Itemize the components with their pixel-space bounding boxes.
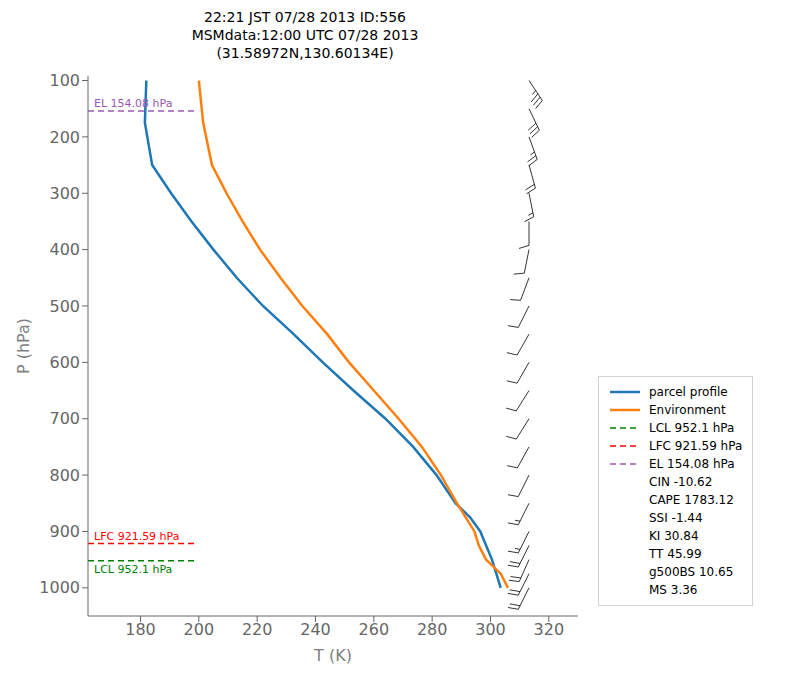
svg-text:240: 240	[300, 620, 331, 639]
svg-text:600: 600	[49, 353, 80, 372]
svg-text:300: 300	[49, 184, 80, 203]
html-text:LCL 952.1 hPa: LCL 952.1 hPa	[649, 421, 735, 435]
html-text:LFC 921.59 hPa: LFC 921.59 hPa	[649, 439, 743, 453]
svg-text:1000: 1000	[39, 578, 80, 597]
html-text:EL 154.08 hPa: EL 154.08 hPa	[649, 457, 735, 471]
html-text:SSI -1.44: SSI -1.44	[649, 511, 703, 525]
svg-text:500: 500	[49, 297, 80, 316]
svg-text:900: 900	[49, 522, 80, 541]
svg-text:100: 100	[49, 71, 80, 90]
svg-text:220: 220	[242, 620, 273, 639]
svg-text:T (K): T (K)	[313, 646, 352, 665]
svg-text:700: 700	[49, 409, 80, 428]
svg-text:260: 260	[359, 620, 390, 639]
html-text:(31.58972N,130.60134E): (31.58972N,130.60134E)	[216, 45, 394, 61]
html-text:Environment: Environment	[649, 403, 726, 417]
svg-text:400: 400	[49, 240, 80, 259]
svg-text:LFC 921.59 hPa: LFC 921.59 hPa	[94, 530, 179, 543]
svg-text:800: 800	[49, 466, 80, 485]
svg-text:280: 280	[417, 620, 448, 639]
html-text:TT 45.99: TT 45.99	[649, 547, 702, 561]
html-text:KI 30.84: KI 30.84	[649, 529, 699, 543]
svg-text:300: 300	[475, 620, 506, 639]
html-text:CIN -10.62: CIN -10.62	[649, 475, 713, 489]
html-text:MS 3.36: MS 3.36	[649, 583, 698, 597]
svg-text:EL 154.08 hPa: EL 154.08 hPa	[94, 97, 172, 110]
html-text:g500BS 10.65: g500BS 10.65	[649, 565, 734, 579]
svg-text:P (hPa): P (hPa)	[14, 318, 33, 374]
html-text:CAPE 1783.12: CAPE 1783.12	[649, 493, 734, 507]
html-text:parcel profile: parcel profile	[649, 385, 728, 399]
html-text:MSMdata:12:00 UTC 07/28 2013: MSMdata:12:00 UTC 07/28 2013	[191, 27, 419, 43]
svg-text:LCL 952.1 hPa: LCL 952.1 hPa	[94, 563, 172, 576]
svg-text:180: 180	[125, 620, 156, 639]
svg-text:320: 320	[534, 620, 565, 639]
svg-text:200: 200	[184, 620, 215, 639]
svg-text:200: 200	[49, 128, 80, 147]
html-text:22:21 JST 07/28 2013 ID:556: 22:21 JST 07/28 2013 ID:556	[204, 9, 406, 25]
